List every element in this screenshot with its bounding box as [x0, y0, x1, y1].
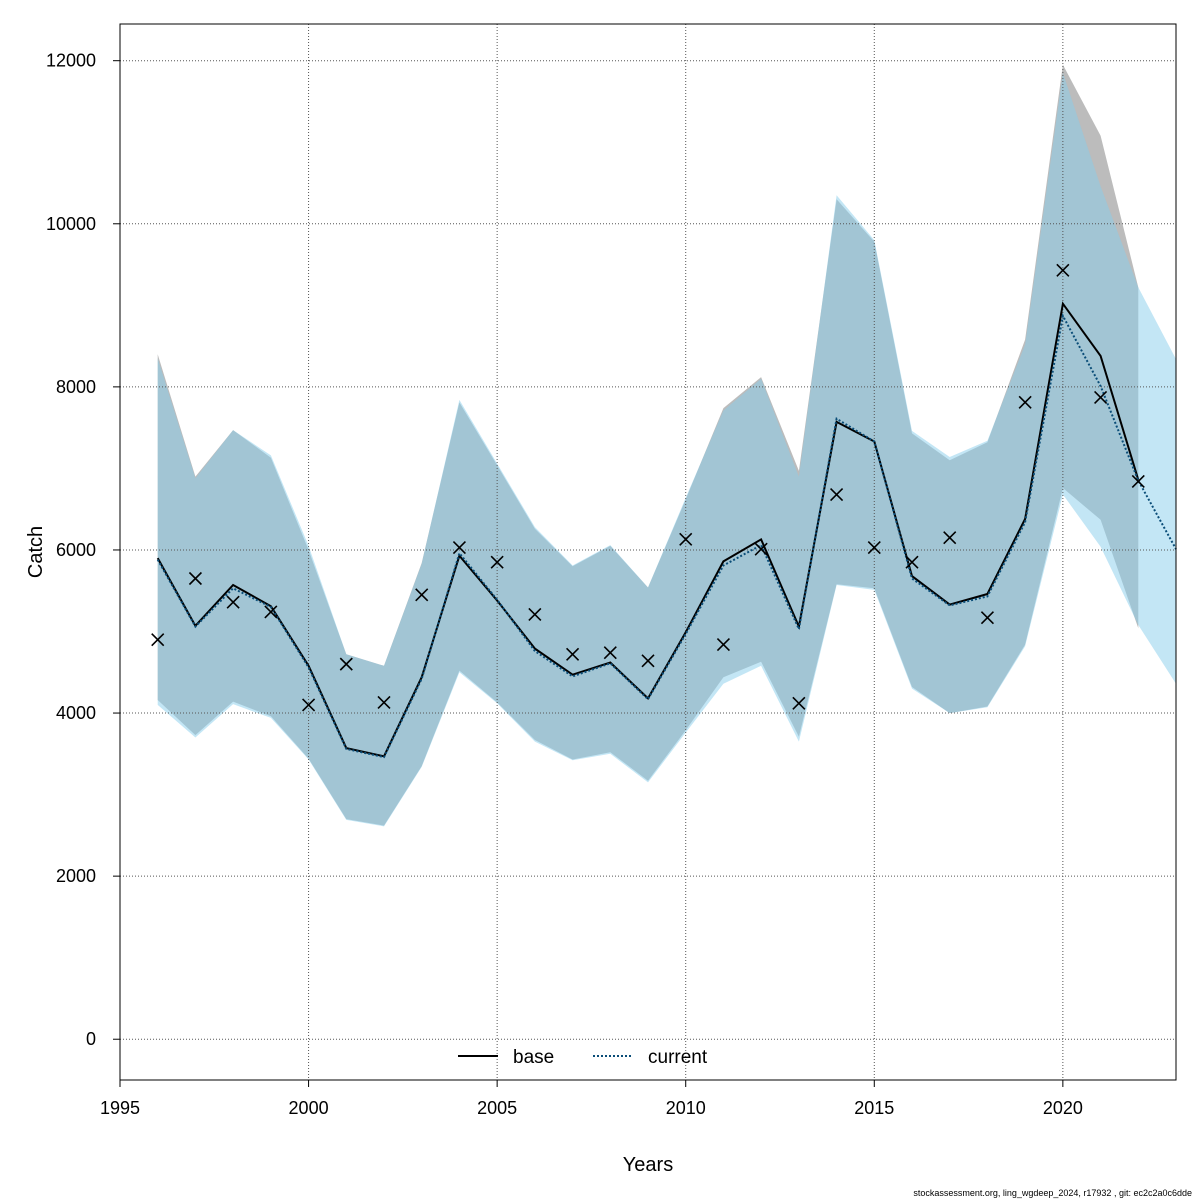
- observed-point: [188, 571, 202, 586]
- observed-point: [905, 555, 919, 569]
- x-axis: 1995 2000 2005 2010 2015 2020: [100, 1079, 1083, 1118]
- x-axis-title: Years: [623, 1154, 673, 1176]
- footer-note: stockassessment.org, ling_wgdeep_2024, r…: [913, 1188, 1192, 1198]
- series-line-current: [156, 312, 1177, 759]
- observed-point: [792, 696, 806, 710]
- y-tick-label: 0: [86, 1029, 96, 1049]
- series-lines: [156, 301, 1177, 759]
- observed-point: [452, 540, 466, 555]
- observed-point: [641, 654, 655, 668]
- observed-point: [302, 698, 316, 712]
- observed-point: [490, 555, 504, 569]
- legend: base current: [458, 1047, 708, 1068]
- x-tick-label: 2015: [854, 1098, 894, 1118]
- x-tick-label: 2000: [289, 1098, 329, 1118]
- y-axis-title: Catch: [25, 526, 47, 578]
- x-tick-label: 2005: [477, 1098, 517, 1118]
- observed-point: [830, 487, 844, 502]
- observed-point: [867, 540, 881, 555]
- observed-point: [377, 695, 391, 710]
- observed-point: [716, 637, 730, 652]
- observed-point: [980, 611, 994, 625]
- confidence-bands: [157, 64, 1176, 827]
- observed-point: [339, 657, 353, 671]
- observed-point: [754, 542, 768, 556]
- observed-point: [151, 633, 165, 647]
- observed-point: [226, 595, 240, 609]
- legend-label-current: current: [648, 1047, 708, 1068]
- observed-point: [566, 647, 580, 661]
- observed-point: [264, 605, 278, 619]
- y-tick-label: 6000: [56, 540, 96, 560]
- y-tick-label: 12000: [46, 51, 96, 71]
- observed-point: [603, 646, 617, 660]
- observed-point: [1056, 263, 1070, 277]
- observed-markers: [151, 263, 1145, 712]
- y-tick-label: 2000: [56, 866, 96, 886]
- y-tick-label: 8000: [56, 377, 96, 397]
- y-axis: 0 2000 4000 6000 8000 10000 12000: [46, 51, 121, 1049]
- observed-point: [1131, 474, 1145, 489]
- grid-lines: [119, 24, 1176, 1080]
- observed-point: [943, 531, 957, 545]
- y-tick-label: 4000: [56, 703, 96, 723]
- confidence-band-current: [157, 72, 1176, 827]
- legend-label-base: base: [513, 1047, 554, 1068]
- observed-point: [415, 588, 429, 602]
- x-tick-label: 2020: [1043, 1098, 1083, 1118]
- observed-point: [528, 607, 542, 621]
- y-tick-label: 10000: [46, 214, 96, 234]
- x-tick-label: 2010: [666, 1098, 706, 1118]
- observed-point: [1094, 390, 1108, 405]
- observed-point: [1018, 395, 1032, 409]
- x-tick-label: 1995: [100, 1098, 140, 1118]
- observed-point: [679, 532, 693, 546]
